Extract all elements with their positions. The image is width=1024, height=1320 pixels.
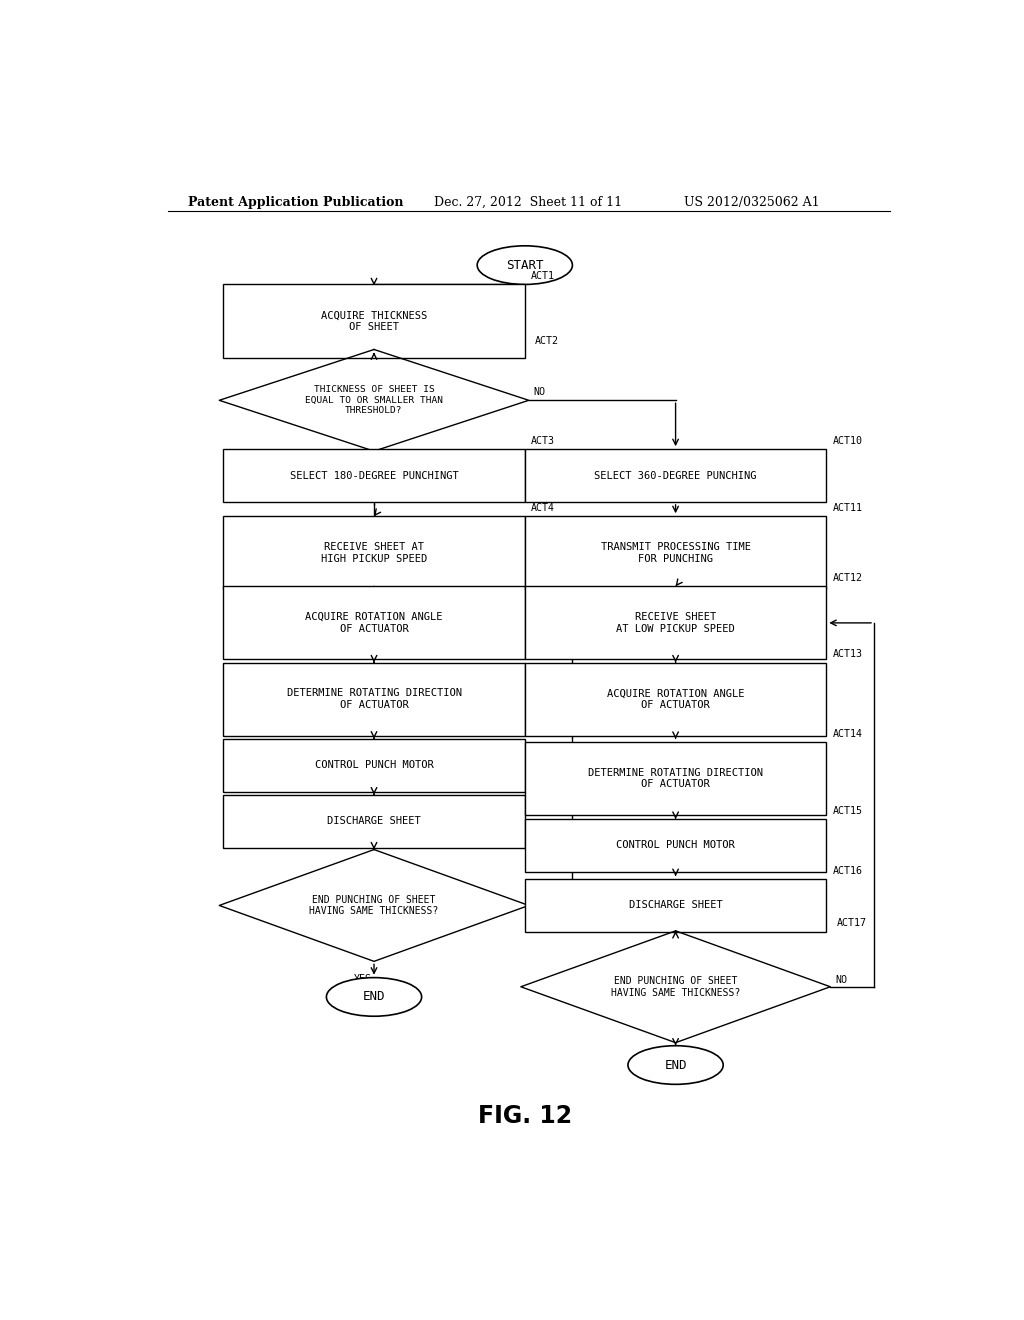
Text: ACT9: ACT9 [536,837,559,846]
FancyBboxPatch shape [223,795,524,847]
Text: ACT8: ACT8 [531,781,555,792]
Text: DETERMINE ROTATING DIRECTION
OF ACTUATOR: DETERMINE ROTATING DIRECTION OF ACTUATOR [588,768,763,789]
Text: RECEIVE SHEET AT
HIGH PICKUP SPEED: RECEIVE SHEET AT HIGH PICKUP SPEED [321,543,427,564]
Polygon shape [219,850,528,961]
Text: RECEIVE SHEET
AT LOW PICKUP SPEED: RECEIVE SHEET AT LOW PICKUP SPEED [616,612,735,634]
Ellipse shape [327,978,422,1016]
Polygon shape [219,350,528,451]
FancyBboxPatch shape [524,818,826,873]
Text: ACT12: ACT12 [833,573,862,583]
Text: END PUNCHING OF SHEET
HAVING SAME THICKNESS?: END PUNCHING OF SHEET HAVING SAME THICKN… [309,895,438,916]
Text: SELECT 360-DEGREE PUNCHING: SELECT 360-DEGREE PUNCHING [594,470,757,480]
Ellipse shape [628,1045,723,1084]
Text: ACT5: ACT5 [531,573,555,583]
Text: THICKNESS OF SHEET IS
EQUAL TO OR SMALLER THAN
THRESHOLD?: THICKNESS OF SHEET IS EQUAL TO OR SMALLE… [305,385,443,416]
Text: END: END [362,990,385,1003]
Text: Dec. 27, 2012  Sheet 11 of 11: Dec. 27, 2012 Sheet 11 of 11 [433,195,622,209]
Text: DISCHARGE SHEET: DISCHARGE SHEET [327,816,421,826]
Text: ACT15: ACT15 [833,807,862,816]
Text: TRANSMIT PROCESSING TIME
FOR PUNCHING: TRANSMIT PROCESSING TIME FOR PUNCHING [601,543,751,564]
FancyBboxPatch shape [524,879,826,932]
Text: DISCHARGE SHEET: DISCHARGE SHEET [629,900,723,911]
Text: ACQUIRE ROTATION ANGLE
OF ACTUATOR: ACQUIRE ROTATION ANGLE OF ACTUATOR [607,688,744,710]
Text: NO: NO [534,894,546,903]
Text: ACQUIRE ROTATION ANGLE
OF ACTUATOR: ACQUIRE ROTATION ANGLE OF ACTUATOR [305,612,442,634]
Text: END: END [665,1059,687,1072]
Text: ACT11: ACT11 [833,503,862,513]
Text: YES: YES [354,463,372,474]
Text: NO: NO [836,974,847,985]
Text: NO: NO [534,387,546,397]
Text: Patent Application Publication: Patent Application Publication [187,195,403,209]
FancyBboxPatch shape [223,516,524,589]
Text: ACT14: ACT14 [833,729,862,739]
Text: END PUNCHING OF SHEET
HAVING SAME THICKNESS?: END PUNCHING OF SHEET HAVING SAME THICKN… [611,975,740,998]
Text: DETERMINE ROTATING DIRECTION
OF ACTUATOR: DETERMINE ROTATING DIRECTION OF ACTUATOR [287,688,462,710]
Text: ACQUIRE THICKNESS
OF SHEET: ACQUIRE THICKNESS OF SHEET [321,310,427,331]
FancyBboxPatch shape [524,449,826,502]
Text: ACT7: ACT7 [531,726,555,735]
FancyBboxPatch shape [223,284,524,358]
FancyBboxPatch shape [223,739,524,792]
FancyBboxPatch shape [524,586,826,660]
Text: ACT2: ACT2 [536,337,559,346]
Text: YES: YES [354,974,372,983]
Text: START: START [506,259,544,272]
Text: YES: YES [655,1055,674,1065]
Text: FIG. 12: FIG. 12 [478,1104,571,1127]
FancyBboxPatch shape [223,586,524,660]
FancyBboxPatch shape [524,516,826,589]
Text: US 2012/0325062 A1: US 2012/0325062 A1 [684,195,819,209]
FancyBboxPatch shape [223,663,524,735]
Text: ACT6: ACT6 [531,649,555,660]
Ellipse shape [477,246,572,284]
Polygon shape [521,931,830,1043]
Text: CONTROL PUNCH MOTOR: CONTROL PUNCH MOTOR [616,841,735,850]
FancyBboxPatch shape [524,663,826,735]
Text: ACT1: ACT1 [531,272,555,281]
Text: ACT16: ACT16 [833,866,862,876]
Text: ACT3: ACT3 [531,436,555,446]
Text: ACT13: ACT13 [833,649,862,660]
Text: CONTROL PUNCH MOTOR: CONTROL PUNCH MOTOR [314,760,433,770]
Text: SELECT 180-DEGREE PUNCHINGT: SELECT 180-DEGREE PUNCHINGT [290,470,459,480]
Text: ACT10: ACT10 [833,436,862,446]
FancyBboxPatch shape [223,449,524,502]
Text: ACT4: ACT4 [531,503,555,513]
Text: ACT17: ACT17 [837,917,866,928]
FancyBboxPatch shape [524,742,826,814]
